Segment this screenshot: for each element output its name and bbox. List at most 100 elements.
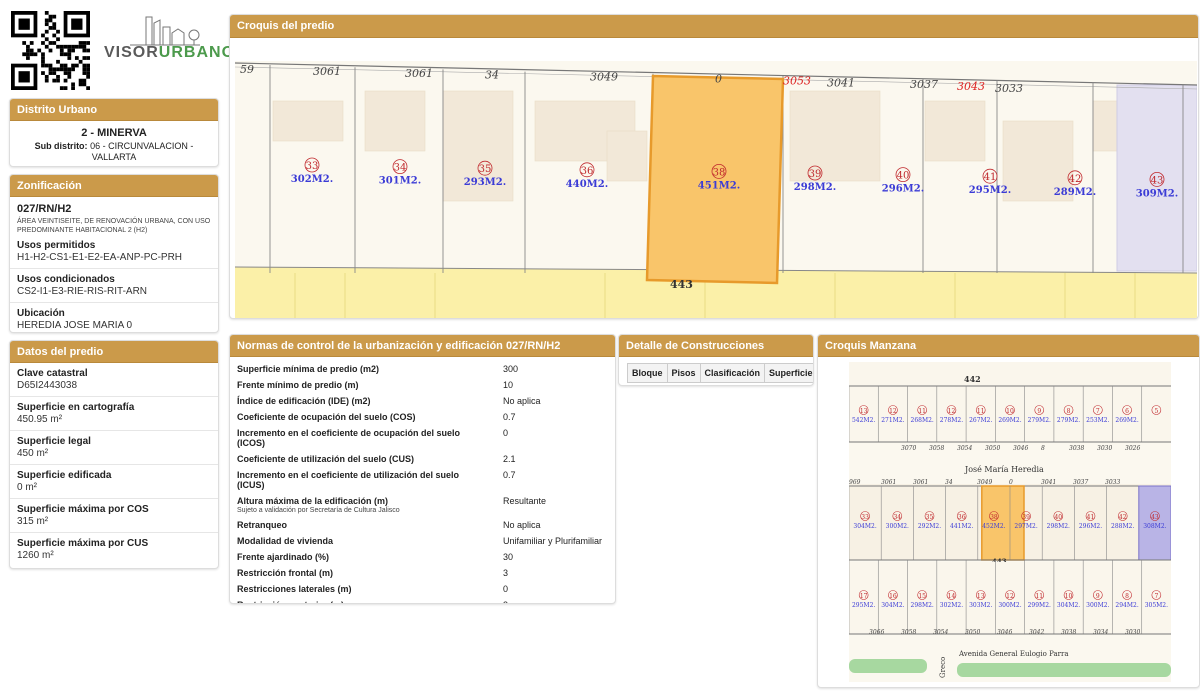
datos-predio-label: Superficie edificada xyxy=(17,470,112,481)
svg-text:295M2.: 295M2. xyxy=(969,185,1011,196)
svg-text:304M2.: 304M2. xyxy=(881,602,904,609)
svg-text:41: 41 xyxy=(1087,514,1095,521)
manzana-lot: 11 268M2. xyxy=(911,405,934,424)
manzana-lot: 10 269M2. xyxy=(998,405,1022,424)
usos-condicionados-label: Usos condicionados xyxy=(17,274,115,285)
top-number: 3070 xyxy=(901,445,916,452)
svg-text:295M2.: 295M2. xyxy=(852,602,875,609)
svg-text:16: 16 xyxy=(889,593,897,600)
zonificacion-panel: Zonificación 027/RN/H2 ÁREA VEINTISEITE,… xyxy=(9,174,219,333)
normas-name: Altura máxima de la edificación (m) Sujet… xyxy=(230,493,496,517)
manzana-lot: 17 295M2. xyxy=(852,590,875,609)
top-number: 3037 xyxy=(910,78,938,91)
normas-title: Normas de control de la urbanización y e… xyxy=(230,335,615,357)
datos-predio-label: Clave catastral xyxy=(17,368,88,379)
svg-text:441M2.: 441M2. xyxy=(950,523,973,530)
svg-text:300M2.: 300M2. xyxy=(1086,602,1109,609)
svg-text:35: 35 xyxy=(479,164,492,175)
svg-text:38: 38 xyxy=(990,514,998,521)
svg-text:36: 36 xyxy=(581,166,594,177)
svg-text:298M2.: 298M2. xyxy=(794,182,836,193)
subdistrito-value: 06 - CIRCUNVALACION - VALLARTA xyxy=(90,141,194,162)
svg-text:33: 33 xyxy=(306,161,319,172)
normas-name: Superficie mínima de predio (m2) xyxy=(237,364,380,374)
normas-name: Incremento en el coeficiente de utilizac… xyxy=(237,470,460,490)
manzana-lot: 39 297M2. xyxy=(1014,511,1038,530)
detalle-tab-bloque[interactable]: Bloque xyxy=(628,364,668,382)
svg-text:33: 33 xyxy=(861,514,869,521)
top-number: 3046 xyxy=(1013,445,1028,452)
svg-text:452M2.: 452M2. xyxy=(982,523,1005,530)
normas-row: Restricciones laterales (m) 0 xyxy=(230,581,615,597)
visor-urbano-logo-icon xyxy=(130,16,200,46)
normas-value: 30 xyxy=(503,552,514,562)
svg-text:11: 11 xyxy=(918,408,926,415)
manzana-map[interactable]: 442 13 542M2. 12 271M2. 11 268M2. 12 278M2. 11 267… xyxy=(849,362,1171,682)
svg-text:300M2.: 300M2. xyxy=(886,523,909,530)
manzana-lot: 38 452M2. xyxy=(982,511,1006,530)
normas-name: Restricciones laterales (m) xyxy=(237,584,352,594)
predio-map[interactable]: 59 3061 3061 34 3049 0 3053 3041 3037 3043 3033333… xyxy=(235,61,1197,318)
normas-row: Frente ajardinado (%) 30 xyxy=(230,549,615,565)
manzana-lot: 16 304M2. xyxy=(881,590,905,609)
manzana-lot: 9 279M2. xyxy=(1028,405,1051,424)
svg-text:36: 36 xyxy=(958,514,966,521)
manzana-lot: 12 278M2. xyxy=(940,405,963,424)
manzana-lot: 35 292M2. xyxy=(918,511,941,530)
lot-label: 38 451M2. xyxy=(698,164,740,191)
normas-row: Retranqueo No aplica xyxy=(230,517,615,533)
normas-value: Resultante xyxy=(503,496,547,506)
datos-predio-item: Superficie máxima por CUS 1260 m² xyxy=(10,533,218,567)
svg-text:267M2.: 267M2. xyxy=(969,417,992,424)
manzana-lot: 13 542M2. xyxy=(852,405,875,424)
street-label: José María Heredia xyxy=(964,465,1044,474)
bottom-number: 3050 xyxy=(965,629,980,636)
manzana-lot: 40 298M2. xyxy=(1047,511,1070,530)
svg-text:10: 10 xyxy=(1065,593,1073,600)
svg-text:34: 34 xyxy=(893,514,901,521)
svg-text:35: 35 xyxy=(926,514,934,521)
street-number: 443 xyxy=(992,557,1007,566)
datos-predio-label: Superficie en cartografía xyxy=(17,402,135,413)
svg-text:14: 14 xyxy=(948,593,956,600)
manzana-lot: 34 300M2. xyxy=(886,511,909,530)
street-label: Greco xyxy=(939,657,947,678)
distrito-title: Distrito Urbano xyxy=(10,99,218,121)
street-number: 443 xyxy=(670,278,693,291)
datos-predio-label: Superficie máxima por CUS xyxy=(17,538,149,549)
distrito-panel: Distrito Urbano 2 - MINERVA Sub distrito… xyxy=(9,98,219,167)
normas-row: Incremento en el coeficiente de utilizac… xyxy=(230,467,615,493)
street-label: Avenida General Eulogio Parra xyxy=(958,650,1069,658)
detalle-title: Detalle de Construcciones xyxy=(619,335,813,357)
manzana-lot: 9 300M2. xyxy=(1086,590,1110,609)
detalle-tab-superficie[interactable]: Superficie xyxy=(765,364,813,382)
detalle-tab-pisos[interactable]: Pisos xyxy=(667,364,701,382)
svg-text:304M2.: 304M2. xyxy=(1057,602,1080,609)
normas-name: Retranqueo xyxy=(237,520,288,530)
svg-text:298M2.: 298M2. xyxy=(911,602,934,609)
normas-name: Restricción posterior (m) xyxy=(230,597,496,603)
datos-predio-list: Clave catastral D65I2443038 Superficie en … xyxy=(10,363,218,567)
datos-predio-value: D65I2443038 xyxy=(17,380,78,391)
datos-predio-item: Clave catastral D65I2443038 xyxy=(10,363,218,397)
bottom-number: 3058 xyxy=(901,629,916,636)
svg-text:43: 43 xyxy=(1151,514,1159,521)
lot-label: 43 309M2. xyxy=(1136,172,1178,199)
svg-text:279M2.: 279M2. xyxy=(1028,417,1051,424)
svg-text:278M2.: 278M2. xyxy=(940,417,963,424)
top-number: 3061 xyxy=(881,479,896,486)
bottom-number: 3030 xyxy=(1125,629,1140,636)
detalle-tabs: Bloque Pisos Clasificación Superficie xyxy=(627,363,813,383)
svg-text:296M2.: 296M2. xyxy=(882,184,924,195)
top-number: 0 xyxy=(715,73,722,86)
manzana-lot: 7 253M2. xyxy=(1086,405,1110,424)
manzana-lot: 13 303M2. xyxy=(969,590,992,609)
top-number: 34 xyxy=(485,69,499,82)
datos-predio-label: Superficie legal xyxy=(17,436,91,447)
svg-text:292M2.: 292M2. xyxy=(918,523,941,530)
svg-text:7: 7 xyxy=(1096,408,1100,415)
normas-value: No aplica xyxy=(503,520,541,530)
datos-predio-item: Superficie legal 450 m² xyxy=(10,431,218,465)
normas-row: Restricción frontal (m) 3 xyxy=(230,565,615,581)
detalle-tab-clasificación[interactable]: Clasificación xyxy=(700,364,766,382)
